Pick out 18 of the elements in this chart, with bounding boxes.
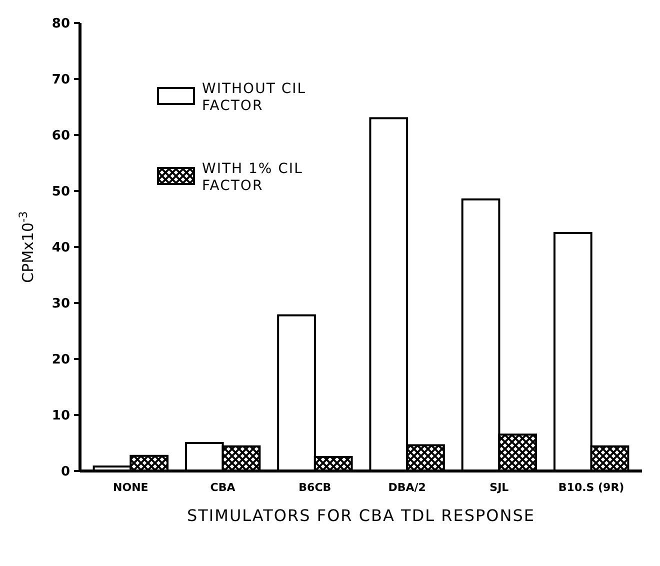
y-tick-label: 40 xyxy=(52,240,70,256)
y-tick-label: 70 xyxy=(52,72,70,88)
legend-label: WITHOUT CIL FACTOR xyxy=(202,81,306,114)
x-axis-title: STIMULATORS FOR CBA TDL RESPONSE xyxy=(186,506,536,525)
y-tick-label: 50 xyxy=(52,184,70,200)
x-tick-label: NONE xyxy=(113,481,148,494)
y-tick-label: 0 xyxy=(60,464,70,480)
x-tick-label: B6CB xyxy=(298,481,332,494)
x-tick-label: B10.S (9R) xyxy=(558,481,624,494)
x-tick-label: DBA/2 xyxy=(388,481,426,494)
y-tick-label: 10 xyxy=(52,408,70,424)
y-tick-label: 30 xyxy=(52,296,70,312)
legend-label: WITH 1% CIL FACTOR xyxy=(202,161,303,194)
y-tick-label: 20 xyxy=(52,352,70,368)
y-tick-label: 60 xyxy=(52,128,70,144)
y-tick-label: 80 xyxy=(52,16,70,32)
x-tick-label: SJL xyxy=(490,481,509,494)
x-tick-label: CBA xyxy=(210,481,236,494)
